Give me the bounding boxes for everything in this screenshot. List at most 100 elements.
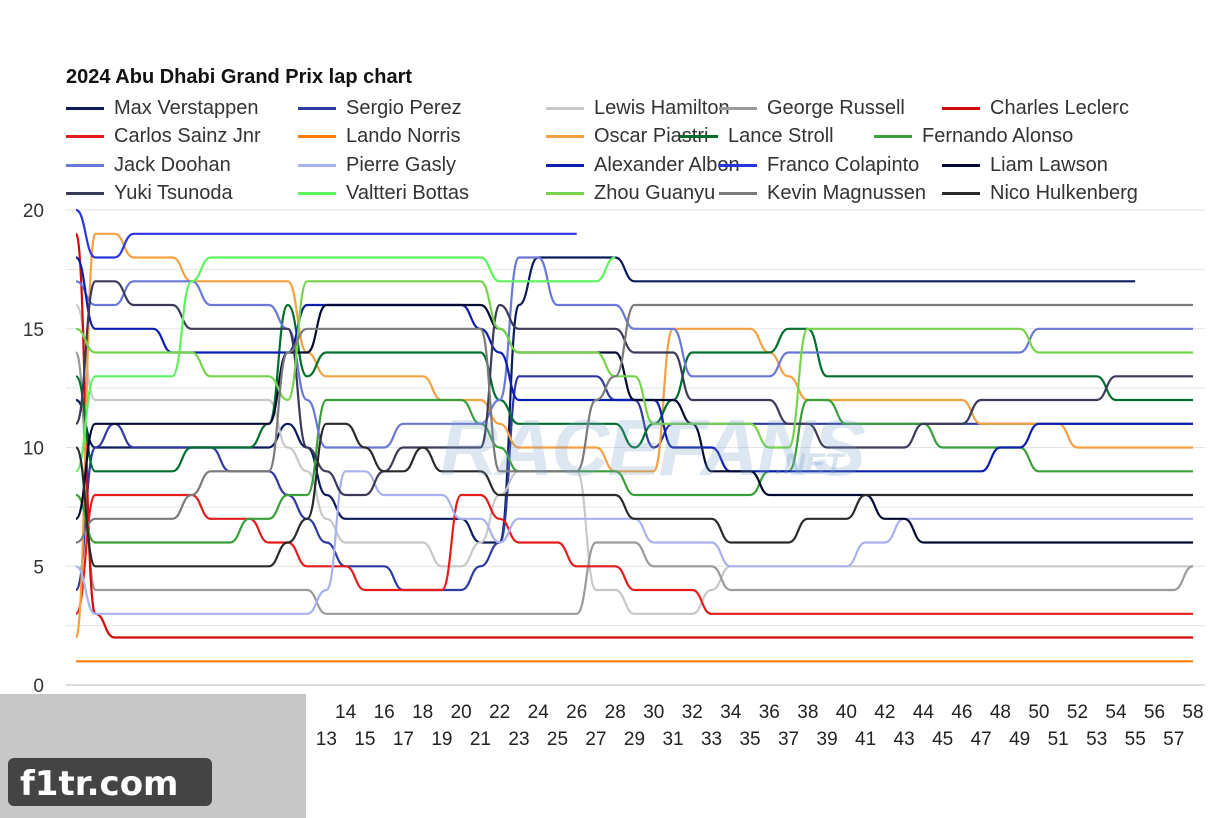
x-tick-label: 29 bbox=[624, 729, 645, 750]
series-line-8 bbox=[74, 303, 1193, 473]
legend-swatch bbox=[298, 106, 336, 110]
legend-swatch bbox=[298, 192, 336, 195]
legend-item[interactable]: George Russell bbox=[719, 94, 905, 122]
y-tick-label: 15 bbox=[23, 320, 44, 341]
legend-swatch bbox=[719, 106, 757, 110]
legend-item[interactable]: Charles Leclerc bbox=[942, 94, 1129, 122]
series-line-9 bbox=[75, 398, 1193, 544]
legend-item[interactable]: Fernando Alonso bbox=[874, 123, 1073, 151]
legend-label: Oscar Piastri bbox=[594, 125, 709, 147]
x-tick-label: 49 bbox=[1009, 729, 1030, 750]
x-tick-label: 18 bbox=[412, 702, 433, 723]
logo-badge bbox=[8, 758, 212, 806]
legend-swatch bbox=[546, 163, 584, 167]
x-tick-label: 44 bbox=[913, 702, 935, 723]
legend-item[interactable]: Lance Stroll bbox=[680, 123, 834, 151]
legend-swatch bbox=[298, 135, 336, 138]
series-line-14 bbox=[74, 303, 1193, 544]
legend-item[interactable]: Liam Lawson bbox=[942, 151, 1108, 179]
legend-label: Nico Hulkenberg bbox=[990, 182, 1138, 204]
legend-label: Jack Doohan bbox=[114, 153, 231, 176]
series-line-5 bbox=[74, 493, 1193, 615]
chart-title: 2024 Abu Dhabi Grand Prix lap chart bbox=[66, 66, 413, 88]
series-line-3 bbox=[74, 351, 1194, 615]
y-tick-label: 5 bbox=[33, 557, 44, 578]
x-tick-label: 32 bbox=[682, 702, 703, 723]
legend-item[interactable]: Jack Doohan bbox=[66, 151, 231, 179]
legend-item[interactable]: Kevin Magnussen bbox=[719, 180, 926, 208]
legend-item[interactable]: Nico Hulkenberg bbox=[942, 180, 1138, 208]
x-tick-label: 23 bbox=[508, 729, 529, 750]
legend-label: Max Verstappen bbox=[114, 96, 259, 119]
x-tick-label: 48 bbox=[990, 702, 1011, 723]
legend-item[interactable]: Valtteri Bottas bbox=[298, 180, 469, 208]
x-tick-label: 35 bbox=[739, 729, 760, 750]
x-tick-label: 52 bbox=[1067, 702, 1088, 723]
legend-label: Sergio Perez bbox=[346, 96, 462, 119]
y-tick-label: 10 bbox=[23, 439, 44, 460]
legend-label: George Russell bbox=[767, 96, 905, 119]
x-tick-label: 58 bbox=[1182, 702, 1203, 723]
y-tick-label: 20 bbox=[23, 201, 44, 222]
legend-item[interactable]: Pierre Gasly bbox=[298, 151, 456, 179]
legend-label: Liam Lawson bbox=[990, 153, 1108, 176]
x-tick-label: 14 bbox=[335, 702, 357, 723]
legend-label: Fernando Alonso bbox=[922, 125, 1074, 147]
x-tick-label: 41 bbox=[855, 729, 876, 750]
legend-item[interactable]: Max Verstappen bbox=[66, 94, 259, 122]
x-tick-label: 27 bbox=[585, 729, 606, 750]
series-line-19 bbox=[74, 422, 1193, 568]
legend-label: Pierre Gasly bbox=[346, 153, 457, 176]
x-tick-label: 42 bbox=[874, 702, 895, 723]
legend-swatch bbox=[942, 192, 980, 195]
legend-swatch bbox=[66, 192, 104, 195]
x-tick-label: 54 bbox=[1105, 702, 1127, 723]
legend-item[interactable]: Yuki Tsunoda bbox=[66, 180, 233, 208]
x-tick-label: 30 bbox=[643, 702, 664, 723]
x-tick-label: 36 bbox=[759, 702, 780, 723]
x-tick-label: 34 bbox=[720, 702, 742, 723]
legend-item[interactable]: Lewis Hamilton bbox=[546, 94, 730, 122]
legend-label: Yuki Tsunoda bbox=[114, 182, 233, 204]
x-tick-label: 13 bbox=[316, 729, 337, 750]
legend-item[interactable]: Franco Colapinto bbox=[719, 151, 919, 179]
legend-item[interactable]: Sergio Perez bbox=[298, 94, 462, 122]
series-line-13 bbox=[75, 208, 577, 259]
series-line-11 bbox=[75, 470, 1193, 615]
x-tick-label: 33 bbox=[701, 729, 722, 750]
x-tick-label: 56 bbox=[1144, 702, 1165, 723]
legend-swatch bbox=[66, 106, 104, 110]
legend-item[interactable]: Zhou Guanyu bbox=[546, 180, 715, 208]
legend-swatch bbox=[546, 192, 584, 195]
legend-label: Lewis Hamilton bbox=[594, 96, 730, 119]
x-tick-label: 43 bbox=[894, 729, 915, 750]
legend-swatch bbox=[66, 163, 104, 167]
legend-item[interactable]: Alexander Albon bbox=[546, 151, 740, 179]
legend-swatch bbox=[942, 106, 980, 110]
legend-item[interactable]: Carlos Sainz Jnr bbox=[66, 123, 261, 151]
series-line-7 bbox=[74, 232, 1193, 639]
x-tick-label: 45 bbox=[932, 729, 953, 750]
watermark-racefans: RACEFANS bbox=[440, 403, 866, 492]
x-tick-label: 47 bbox=[971, 729, 992, 750]
x-tick-label: 25 bbox=[547, 729, 568, 750]
x-tick-label: 17 bbox=[393, 729, 414, 750]
series-line-15 bbox=[74, 280, 1193, 497]
x-tick-label: 22 bbox=[489, 702, 510, 723]
x-tick-label: 53 bbox=[1086, 729, 1107, 750]
legend-item[interactable]: Oscar Piastri bbox=[546, 123, 708, 151]
x-tick-label: 26 bbox=[566, 702, 587, 723]
x-tick-label: 50 bbox=[1028, 702, 1049, 723]
legend-label: Alexander Albon bbox=[594, 153, 740, 176]
legend-label: Kevin Magnussen bbox=[767, 182, 926, 204]
x-tick-label: 20 bbox=[451, 702, 472, 723]
series-line-16 bbox=[74, 256, 616, 473]
legend-label: Valtteri Bottas bbox=[346, 182, 470, 204]
x-tick-label: 19 bbox=[431, 729, 452, 750]
x-tick-label: 28 bbox=[605, 702, 626, 723]
y-axis-ticks: 0 5 10 15 20 bbox=[23, 201, 44, 697]
legend-item[interactable]: Lando Norris bbox=[298, 123, 461, 151]
x-tick-label: 55 bbox=[1125, 729, 1146, 750]
x-tick-label: 40 bbox=[836, 702, 857, 723]
